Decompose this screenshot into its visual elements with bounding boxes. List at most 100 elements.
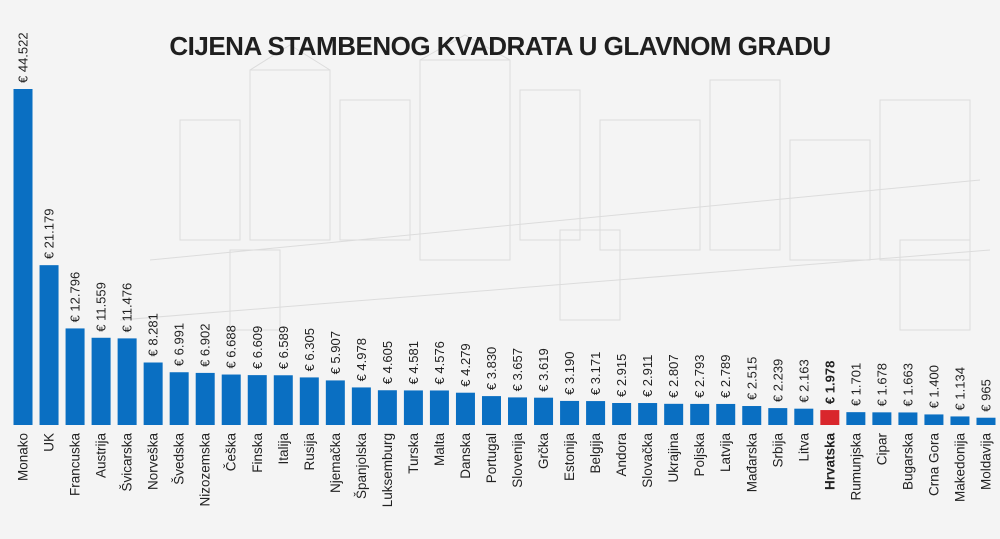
bar-34 (898, 412, 918, 425)
bar-27 (716, 403, 736, 425)
category-label-2: Francuska (68, 433, 83, 497)
bar-12 (325, 380, 345, 425)
category-label-16: Malta (432, 433, 447, 467)
value-label-3: € 11.559 (94, 282, 109, 332)
category-label-6: Švedska (172, 433, 187, 485)
bar-2 (65, 328, 85, 425)
bar-30 (794, 408, 814, 425)
bar-23 (612, 403, 632, 425)
value-label-5: € 8.281 (146, 313, 161, 356)
category-label-1: UK (42, 433, 57, 452)
bar-0 (13, 89, 33, 425)
bar-5 (143, 362, 163, 425)
category-label-17: Danska (458, 433, 473, 479)
value-label-11: € 6.305 (302, 328, 317, 371)
value-label-7: € 6.902 (198, 324, 213, 367)
value-label-21: € 3.190 (562, 352, 577, 395)
category-label-18: Portugal (484, 433, 499, 483)
value-label-13: € 4.978 (354, 338, 369, 381)
bar-18 (481, 396, 501, 425)
bar-8 (221, 374, 241, 425)
value-label-12: € 5.907 (328, 331, 343, 374)
value-label-26: € 2.793 (692, 355, 707, 398)
bar-37 (976, 417, 996, 425)
category-label-20: Grčka (536, 433, 551, 469)
category-label-21: Estonija (562, 433, 577, 482)
value-label-34: € 1.663 (900, 363, 915, 406)
category-label-22: Belgija (588, 433, 603, 474)
bar-14 (377, 390, 397, 425)
category-label-23: Andora (614, 433, 629, 477)
value-label-36: € 1.134 (952, 367, 967, 410)
value-label-6: € 6.991 (172, 323, 187, 366)
category-label-9: Finska (250, 433, 265, 473)
category-label-5: Norveška (146, 433, 161, 491)
value-label-31: € 1.978 (822, 361, 837, 404)
category-label-24: Slovačka (640, 433, 655, 488)
value-label-22: € 3.171 (588, 352, 603, 395)
category-label-31: Hrvatska (822, 433, 837, 491)
category-label-14: Luksemburg (380, 433, 395, 507)
bar-21 (560, 400, 580, 425)
value-label-16: € 4.576 (432, 341, 447, 384)
category-label-19: Slovenija (510, 433, 525, 488)
bar-4 (117, 338, 137, 425)
value-label-19: € 3.657 (510, 348, 525, 391)
value-label-30: € 2.163 (796, 359, 811, 402)
value-label-35: € 1.400 (926, 365, 941, 408)
category-label-35: Crna Gora (926, 433, 941, 497)
bar-3 (91, 337, 111, 425)
bar-15 (403, 390, 423, 425)
value-label-10: € 6.589 (276, 326, 291, 369)
bar-1 (39, 265, 59, 425)
category-label-12: Njemačka (328, 433, 343, 494)
chart-title: CIJENA STAMBENOG KVADRATA U GLAVNOM GRAD… (169, 31, 830, 61)
bar-26 (690, 403, 710, 425)
bar-20 (534, 397, 554, 425)
category-label-10: Italija (276, 433, 291, 465)
category-label-34: Bugarska (900, 433, 915, 491)
category-label-25: Ukrajina (666, 433, 681, 483)
value-label-28: € 2.515 (744, 357, 759, 400)
value-label-0: € 44.522 (16, 32, 31, 83)
bar-36 (950, 416, 970, 425)
category-label-36: Makedonija (952, 433, 967, 503)
bar-19 (508, 397, 528, 425)
value-label-17: € 4.279 (458, 343, 473, 386)
category-label-7: Nizozemska (198, 433, 213, 507)
bar-25 (664, 403, 684, 425)
category-label-15: Turska (406, 433, 421, 474)
category-label-29: Srbija (770, 433, 785, 468)
value-label-23: € 2.915 (614, 354, 629, 397)
bar-35 (924, 414, 944, 425)
bar-10 (273, 375, 293, 425)
category-label-8: Češka (224, 433, 239, 472)
value-label-33: € 1.678 (874, 363, 889, 406)
value-label-24: € 2.911 (640, 355, 655, 397)
value-label-27: € 2.789 (718, 355, 733, 398)
bar-11 (299, 377, 319, 425)
bar-31 (820, 410, 840, 425)
bar-9 (247, 375, 267, 425)
value-label-25: € 2.807 (666, 354, 681, 397)
bar-29 (768, 408, 788, 425)
bar-17 (455, 392, 475, 425)
value-label-4: € 11.476 (120, 283, 135, 333)
category-label-37: Moldavija (978, 433, 993, 491)
value-label-32: € 1.701 (848, 363, 863, 406)
value-label-20: € 3.619 (536, 348, 551, 391)
bar-32 (846, 412, 866, 425)
bar-33 (872, 412, 892, 425)
bar-24 (638, 403, 658, 425)
category-label-13: Španjolska (354, 433, 369, 500)
category-label-32: Rumunjska (848, 433, 863, 501)
bar-22 (586, 401, 606, 425)
value-label-9: € 6.609 (250, 326, 265, 369)
cityscape-background (119, 34, 991, 331)
category-label-27: Latvija (718, 433, 733, 473)
value-label-18: € 3.830 (484, 347, 499, 390)
bars-layer (13, 89, 996, 425)
bar-7 (195, 372, 215, 425)
